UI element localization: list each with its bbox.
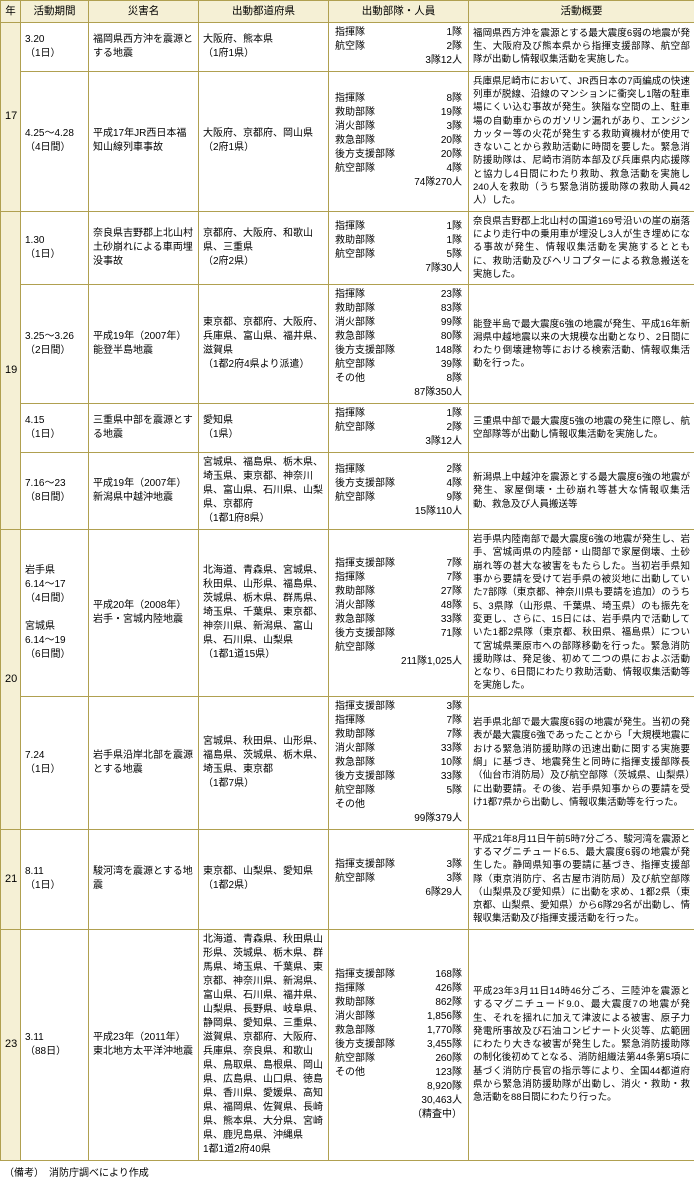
period-cell: 3.25～3.26 （2日間） — [21, 285, 89, 404]
year-cell: 19 — [1, 211, 21, 529]
units-cell: 指揮隊8隊救助部隊19隊消火部隊3隊救急部隊20隊後方支援部隊20隊航空部隊4隊… — [329, 71, 469, 211]
period-cell: 3.11 （88日） — [21, 929, 89, 1160]
disaster-name-cell: 平成19年（2007年）新潟県中越沖地震 — [89, 453, 199, 530]
table-row: 7.16～23 （8日間）平成19年（2007年）新潟県中越沖地震宮城県、福島県… — [1, 453, 694, 530]
period-cell: 7.24 （1日） — [21, 696, 89, 829]
period-cell: 4.15 （1日） — [21, 404, 89, 453]
units-cell: 指揮支援部隊3隊指揮隊7隊救助部隊7隊消火部隊33隊救急部隊10隊後方支援部隊3… — [329, 696, 469, 829]
prefectures-cell: 宮城県、福島県、栃木県、埼玉県、東京都、神奈川県、富山県、石川県、山梨県、京都府… — [199, 453, 329, 530]
table-row: 3.25～3.26 （2日間）平成19年（2007年）能登半島地震東京都、京都府… — [1, 285, 694, 404]
header-units: 出動部隊・人員 — [329, 1, 469, 23]
table-row: 218.11 （1日）駿河湾を震源とする地震東京都、山梨県、愛知県 （1都2県）… — [1, 829, 694, 929]
year-cell: 20 — [1, 530, 21, 830]
year-cell: 23 — [1, 929, 21, 1160]
units-cell: 指揮隊1隊救助部隊1隊航空部隊5隊7隊30人 — [329, 211, 469, 284]
summary-cell: 福岡県西方沖を震源とする最大震度6弱の地震が発生、大阪府及び熊本県から指揮支援部… — [469, 22, 694, 71]
units-cell: 指揮隊1隊航空部隊2隊3隊12人 — [329, 404, 469, 453]
disaster-name-cell: 平成19年（2007年）能登半島地震 — [89, 285, 199, 404]
units-cell: 指揮支援部隊168隊指揮隊426隊救助部隊862隊消火部隊1,856隊救急部隊1… — [329, 929, 469, 1160]
table-row: 20岩手県 6.14～17 （4日間） 宮城県 6.14～19 （6日間）平成2… — [1, 530, 694, 697]
prefectures-cell: 北海道、青森県、宮城県、秋田県、山形県、福島県、茨城県、栃木県、群馬県、埼玉県、… — [199, 530, 329, 697]
prefectures-cell: 東京都、山梨県、愛知県 （1都2県） — [199, 829, 329, 929]
table-row: 233.11 （88日）平成23年（2011年）東北地方太平洋沖地震北海道、青森… — [1, 929, 694, 1160]
prefectures-cell: 北海道、青森県、秋田県山形県、茨城県、栃木県、群馬県、埼玉県、千葉県、東京都、神… — [199, 929, 329, 1160]
units-cell: 指揮隊2隊後方支援部隊4隊航空部隊9隊15隊110人 — [329, 453, 469, 530]
units-cell: 指揮隊23隊救助部隊83隊消火部隊99隊救急部隊80隊後方支援部隊148隊航空部… — [329, 285, 469, 404]
footnote: （備考） 消防庁調べにより作成 — [0, 1161, 694, 1187]
header-summary: 活動概要 — [469, 1, 694, 23]
disaster-name-cell: 平成23年（2011年）東北地方太平洋沖地震 — [89, 929, 199, 1160]
prefectures-cell: 宮城県、秋田県、山形県、福島県、茨城県、栃木県、埼玉県、東京都 （1都7県） — [199, 696, 329, 829]
disaster-name-cell: 三重県中部を震源とする地震 — [89, 404, 199, 453]
header-name: 災害名 — [89, 1, 199, 23]
period-cell: 4.25～4.28 （4日間） — [21, 71, 89, 211]
units-cell: 指揮隊1隊航空隊2隊3隊12人 — [329, 22, 469, 71]
prefectures-cell: 大阪府、京都府、岡山県 （2府1県） — [199, 71, 329, 211]
summary-cell: 奈良県吉野郡上北山村の国道169号沿いの崖の崩落により走行中の乗用車が埋没し3人… — [469, 211, 694, 284]
prefectures-cell: 大阪府、熊本県 （1府1県） — [199, 22, 329, 71]
table-row: 191.30 （1日）奈良県吉野郡上北山村土砂崩れによる車両埋没事故京都府、大阪… — [1, 211, 694, 284]
disaster-name-cell: 平成20年（2008年）岩手・宮城内陸地震 — [89, 530, 199, 697]
header-prefs: 出動都道府県 — [199, 1, 329, 23]
prefectures-cell: 東京都、京都府、大阪府、兵庫県、富山県、福井県、滋賀県 （1都2府4県より派遣） — [199, 285, 329, 404]
summary-cell: 岩手県北部で最大震度6弱の地震が発生。当初の発表が最大震度6強であったことから「… — [469, 696, 694, 829]
disaster-name-cell: 駿河湾を震源とする地震 — [89, 829, 199, 929]
summary-cell: 平成21年8月11日午前5時7分ごろ、駿河湾を震源とするマグニチュード6.5、最… — [469, 829, 694, 929]
table-row: 7.24 （1日）岩手県沿岸北部を震源とする地震宮城県、秋田県、山形県、福島県、… — [1, 696, 694, 829]
disaster-name-cell: 平成17年JR西日本福知山線列車事故 — [89, 71, 199, 211]
summary-cell: 平成23年3月11日14時46分ごろ、三陸沖を震源とするマグニチュード9.0、最… — [469, 929, 694, 1160]
table-body: 173.20 （1日）福岡県西方沖を震源とする地震大阪府、熊本県 （1府1県）指… — [1, 22, 694, 1160]
summary-cell: 岩手県内陸南部で最大震度6強の地震が発生し、岩手、宮城両県の内陸部・山間部で家屋… — [469, 530, 694, 697]
table-row: 173.20 （1日）福岡県西方沖を震源とする地震大阪府、熊本県 （1府1県）指… — [1, 22, 694, 71]
prefectures-cell: 愛知県 （1県） — [199, 404, 329, 453]
disaster-name-cell: 岩手県沿岸北部を震源とする地震 — [89, 696, 199, 829]
header-year: 年 — [1, 1, 21, 23]
period-cell: 1.30 （1日） — [21, 211, 89, 284]
summary-cell: 能登半島で最大震度6強の地震が発生、平成16年新潟県中越地震以来の大規模な出動と… — [469, 285, 694, 404]
year-cell: 21 — [1, 829, 21, 929]
year-cell: 17 — [1, 22, 21, 211]
disaster-dispatch-table: 年 活動期間 災害名 出動都道府県 出動部隊・人員 活動概要 173.20 （1… — [0, 0, 694, 1161]
table-row: 4.25～4.28 （4日間）平成17年JR西日本福知山線列車事故大阪府、京都府… — [1, 71, 694, 211]
summary-cell: 三重県中部で最大震度5強の地震の発生に際し、航空部隊等が出動し情報収集活動を実施… — [469, 404, 694, 453]
period-cell: 3.20 （1日） — [21, 22, 89, 71]
units-cell: 指揮支援部隊3隊航空部隊3隊6隊29人 — [329, 829, 469, 929]
summary-cell: 新潟県上中越沖を震源とする最大震度6強の地震が発生、家屋倒壊・土砂崩れ等甚大な情… — [469, 453, 694, 530]
disaster-name-cell: 奈良県吉野郡上北山村土砂崩れによる車両埋没事故 — [89, 211, 199, 284]
disaster-name-cell: 福岡県西方沖を震源とする地震 — [89, 22, 199, 71]
prefectures-cell: 京都府、大阪府、和歌山県、三重県 （2府2県） — [199, 211, 329, 284]
units-cell: 指揮支援部隊7隊指揮隊7隊救助部隊27隊消火部隊48隊救急部隊33隊後方支援部隊… — [329, 530, 469, 697]
period-cell: 7.16～23 （8日間） — [21, 453, 89, 530]
period-cell: 8.11 （1日） — [21, 829, 89, 929]
header-period: 活動期間 — [21, 1, 89, 23]
table-row: 4.15 （1日）三重県中部を震源とする地震愛知県 （1県）指揮隊1隊航空部隊2… — [1, 404, 694, 453]
period-cell: 岩手県 6.14～17 （4日間） 宮城県 6.14～19 （6日間） — [21, 530, 89, 697]
summary-cell: 兵庫県尼崎市において、JR西日本の7両編成の快速列車が脱線、沿線のマンションに衝… — [469, 71, 694, 211]
